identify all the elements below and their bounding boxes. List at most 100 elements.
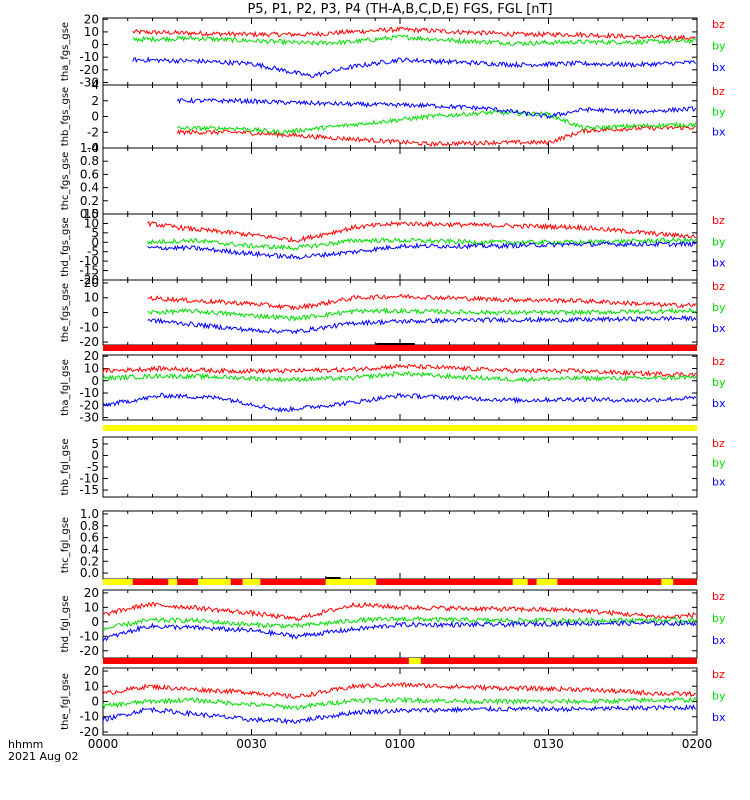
legend-bx: bx [712,634,726,647]
y-tick-label: -30 [79,75,99,89]
y-axis-label: thd_fgl_gse [60,596,71,653]
mode-bar-segment [198,579,231,585]
mode-bar-segment [103,425,697,431]
y-tick-label: -10 [79,710,99,724]
y-tick-label: -20 [79,63,99,77]
y-tick-label: -20 [79,398,99,412]
y-axis-label: thd_fgs_gse [60,217,71,276]
series-by-line [147,307,697,322]
series-by-line [177,109,697,136]
legend-bz: bz [712,214,725,227]
legend-by: by [712,612,726,625]
legend-by: by [712,235,726,248]
y-tick-label: 20 [84,276,99,290]
series-bz-line [102,363,697,378]
y-tick-label: 0 [91,695,99,709]
y-tick-label: -20 [79,273,99,287]
y-tick-label: 15 [84,207,99,221]
mode-bar-segment [103,658,409,664]
y-tick-label: -4 [87,141,99,155]
y-tick-label: 0.2 [80,194,99,208]
legend-by: by [712,376,726,389]
y-tick-label: 0.6 [80,167,99,181]
x-tick-label: 0100 [385,737,416,751]
y-tick-label: 0.8 [80,519,99,533]
mode-bar-segment [325,579,377,585]
legend-bz: bz [712,18,725,31]
y-axis-label: tha_fgl_gse [60,359,71,416]
y-tick-label: 10 [84,600,99,614]
y-tick-label: -5 [87,460,99,474]
panel-frame [102,667,698,736]
legend-by: by [712,105,726,118]
legend-by: by [712,40,726,53]
y-tick-label: 0 [91,374,99,388]
panel-thc_fgs_gse: 1.00.80.60.40.20.0 thc_fgs_gse [60,141,698,221]
y-tick-label: -15 [79,264,99,278]
y-tick-label: -10 [79,629,99,643]
y-tick-label: -2 [87,125,99,139]
legend-by: by [712,301,726,314]
y-tick-label: 5 [91,226,99,240]
series-bx-line [147,314,697,335]
y-tick-label: 10 [84,679,99,693]
mode-bar-segment [168,579,178,585]
mode-bar-segment [242,579,261,585]
y-tick-label: -10 [79,386,99,400]
mode-bar-segment [408,658,421,664]
legend-by: by [712,690,726,703]
chart-title: P5, P1, P2, P3, P4 (TH-A,B,C,D,E) FGS, F… [247,2,552,17]
y-tick-label: 0 [91,38,99,52]
panel-frame [102,147,698,215]
mode-bar-segment [536,579,558,585]
y-axis-label: the_fgs_gse [60,283,71,342]
series-bz-line [147,293,697,311]
mode-bar-segment [103,579,133,585]
mode-bar-tha_fgl_gse [103,425,697,431]
mode-bar-thc_fgl_gse [103,577,697,585]
y-tick-label: 20 [84,12,99,26]
y-tick-label: 0.8 [80,154,99,168]
series-bz-line [176,125,697,148]
y-tick-label: 0.2 [80,554,99,568]
panel-frame [102,510,698,580]
y-tick-label: -10 [79,472,99,486]
y-axis-label: thc_fgs_gse [60,152,71,211]
x-tick-label: 0200 [682,737,713,751]
legend-bx: bx [712,711,726,724]
y-axis-label: thb_fgl_gse [60,439,71,496]
legend-bx: bx [712,397,726,410]
mode-bar-segment [673,579,697,585]
mode-bar-segment [420,658,697,664]
y-tick-label: 10 [84,216,99,230]
date-label: 2021 Aug 02 [8,750,78,763]
y-tick-label: 0.6 [80,531,99,545]
y-tick-label: -5 [87,245,99,259]
y-tick-label: 4 [91,78,99,92]
y-axis-label: the_fgl_gse [60,673,71,730]
panel-thb_fgl_gse: 50-5-10-15 thb_fgl_gse bz by bx [60,436,726,498]
y-axis-label: tha_fgs_gse [60,22,71,81]
series-bx-line [102,703,697,725]
y-tick-label: 0.0 [80,207,99,221]
mode-bar-segment [177,579,199,585]
series-bx-line [176,96,697,119]
legend-bz: bz [712,668,725,681]
mode-bar-segment [512,579,528,585]
y-tick-label: 0.4 [80,181,99,195]
x-tick-label: 0130 [533,737,564,751]
y-tick-label: 1.0 [80,507,99,521]
y-tick-label: 0 [91,235,99,249]
y-tick-label: 2 [91,94,99,108]
panel-thc_fgl_gse: 1.00.80.60.40.20.0 thc_fgl_gse [60,507,698,580]
y-tick-label: 10 [84,361,99,375]
legend-bz: bz [712,437,725,450]
legend-bz: bz [712,280,725,293]
y-tick-label: 10 [84,25,99,39]
y-tick-label: 0.0 [80,566,99,580]
